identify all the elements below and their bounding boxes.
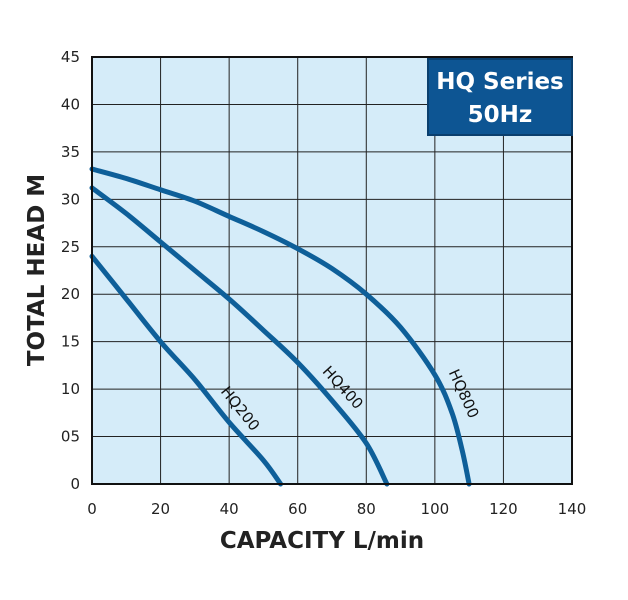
- y-tick-label: 0: [70, 475, 80, 493]
- x-tick-label: 40: [220, 500, 239, 518]
- x-tick-label: 140: [558, 500, 587, 518]
- y-tick-labels: 0 05 10 15 20 25 30 35 40 45: [61, 48, 80, 493]
- x-tick-label: 0: [87, 500, 97, 518]
- series-line-hq800: [89, 166, 472, 487]
- x-tick-label: 120: [489, 500, 518, 518]
- badge-title-line-2: 50Hz: [468, 102, 533, 128]
- y-tick-label: 30: [61, 190, 80, 208]
- y-tick-label: 40: [61, 95, 80, 113]
- badge-background: [427, 58, 573, 136]
- y-axis-title: TOTAL HEAD M: [24, 174, 50, 366]
- y-tick-label: 35: [61, 143, 80, 161]
- y-tick-label: 25: [61, 238, 80, 256]
- series-line-hq200: [89, 253, 284, 487]
- series-badge: HQ Series 50Hz: [427, 58, 573, 136]
- y-tick-label: 10: [61, 380, 80, 398]
- x-tick-labels: 0 20 40 60 80 100 120 140: [87, 500, 586, 518]
- y-tick-label: 05: [61, 428, 80, 446]
- x-tick-label: 20: [151, 500, 170, 518]
- series-line-hq400: [89, 185, 390, 487]
- y-tick-label: 45: [61, 48, 80, 66]
- y-tick-label: 15: [61, 333, 80, 351]
- x-tick-label: 100: [421, 500, 450, 518]
- badge-title-line-1: HQ Series: [436, 69, 564, 95]
- series-group: [89, 166, 472, 487]
- x-tick-label: 60: [288, 500, 307, 518]
- plot-frame: [91, 56, 573, 485]
- x-axis-title: CAPACITY L/min: [220, 528, 424, 554]
- y-tick-label: 20: [61, 285, 80, 303]
- x-tick-label: 80: [357, 500, 376, 518]
